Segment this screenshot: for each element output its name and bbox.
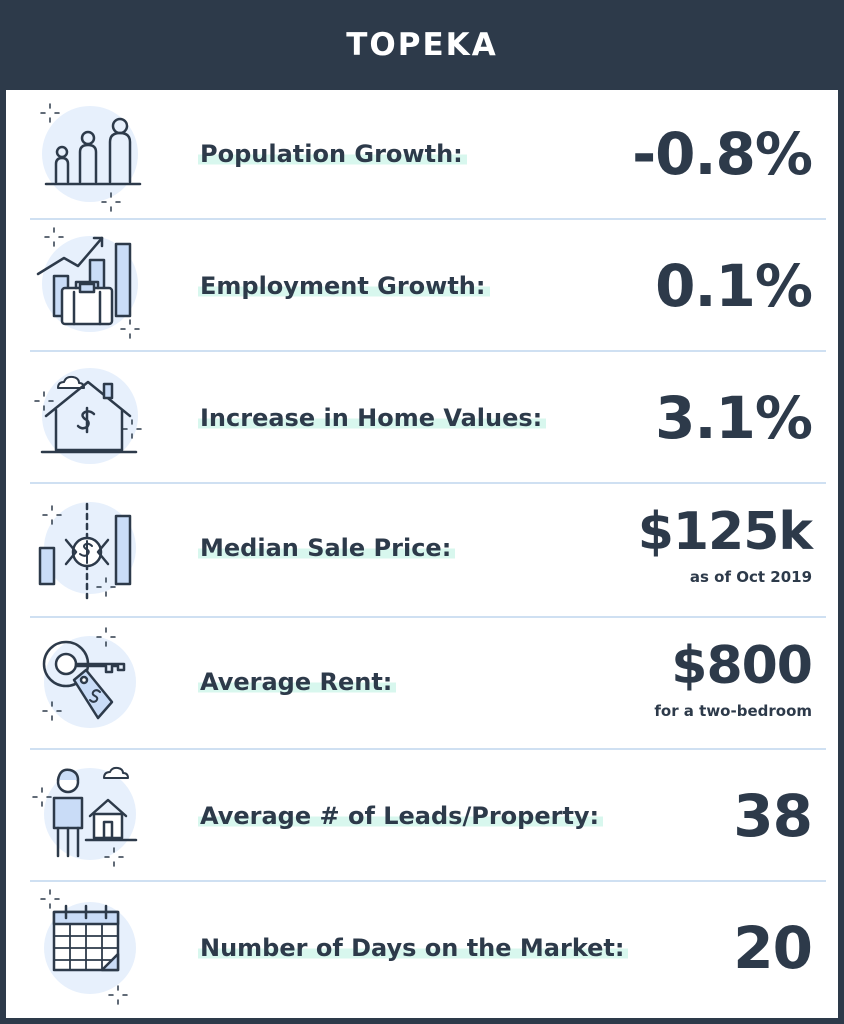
stat-row-days-on-market: Number of Days on the Market: 20 <box>18 886 826 1016</box>
stat-label: Median Sale Price: <box>198 534 456 562</box>
stat-label: Average Rent: <box>198 668 397 696</box>
row-divider <box>30 880 826 882</box>
stat-row-employment: Employment Growth: 0.1% <box>18 222 826 352</box>
stat-row-median-price: Median Sale Price: $125k as of Oct 2019 <box>18 486 826 616</box>
stat-value: $125k <box>637 502 813 562</box>
stat-label: Population Growth: <box>198 140 467 168</box>
key-tag-icon <box>32 620 142 750</box>
stat-label: Employment Growth: <box>198 272 490 300</box>
stat-row-leads: Average # of Leads/Property: 38 <box>18 752 826 882</box>
row-divider <box>30 482 826 484</box>
row-divider <box>30 748 826 750</box>
row-divider <box>30 616 826 618</box>
stats-panel: Population Growth: -0.8% <box>6 90 838 1018</box>
stat-row-population: Population Growth: -0.8% <box>18 90 826 220</box>
stat-value: 20 <box>733 914 813 982</box>
stat-value: 0.1% <box>655 252 813 320</box>
family-icon <box>32 90 142 220</box>
stat-label: Increase in Home Values: <box>198 404 547 432</box>
briefcase-growth-icon <box>32 222 142 352</box>
stat-note: for a two-bedroom <box>654 702 812 720</box>
stat-value: 3.1% <box>655 384 813 452</box>
calendar-icon <box>32 886 142 1016</box>
stat-value: -0.8% <box>632 120 813 188</box>
house-dollar-icon <box>32 354 142 484</box>
row-divider <box>30 350 826 352</box>
stat-row-home-values: Increase in Home Values: 3.1% <box>18 354 826 484</box>
row-divider <box>30 218 826 220</box>
city-title: TOPEKA <box>346 27 498 63</box>
stat-value: $800 <box>671 636 813 696</box>
stat-label: Number of Days on the Market: <box>198 934 629 962</box>
stat-value: 38 <box>733 782 813 850</box>
stat-row-average-rent: Average Rent: $800 for a two-bedroom <box>18 620 826 750</box>
stat-note: as of Oct 2019 <box>689 568 812 586</box>
person-house-icon <box>32 752 142 882</box>
header-bar: TOPEKA <box>0 0 844 90</box>
price-bars-icon <box>32 486 142 616</box>
stat-label: Average # of Leads/Property: <box>198 802 604 830</box>
